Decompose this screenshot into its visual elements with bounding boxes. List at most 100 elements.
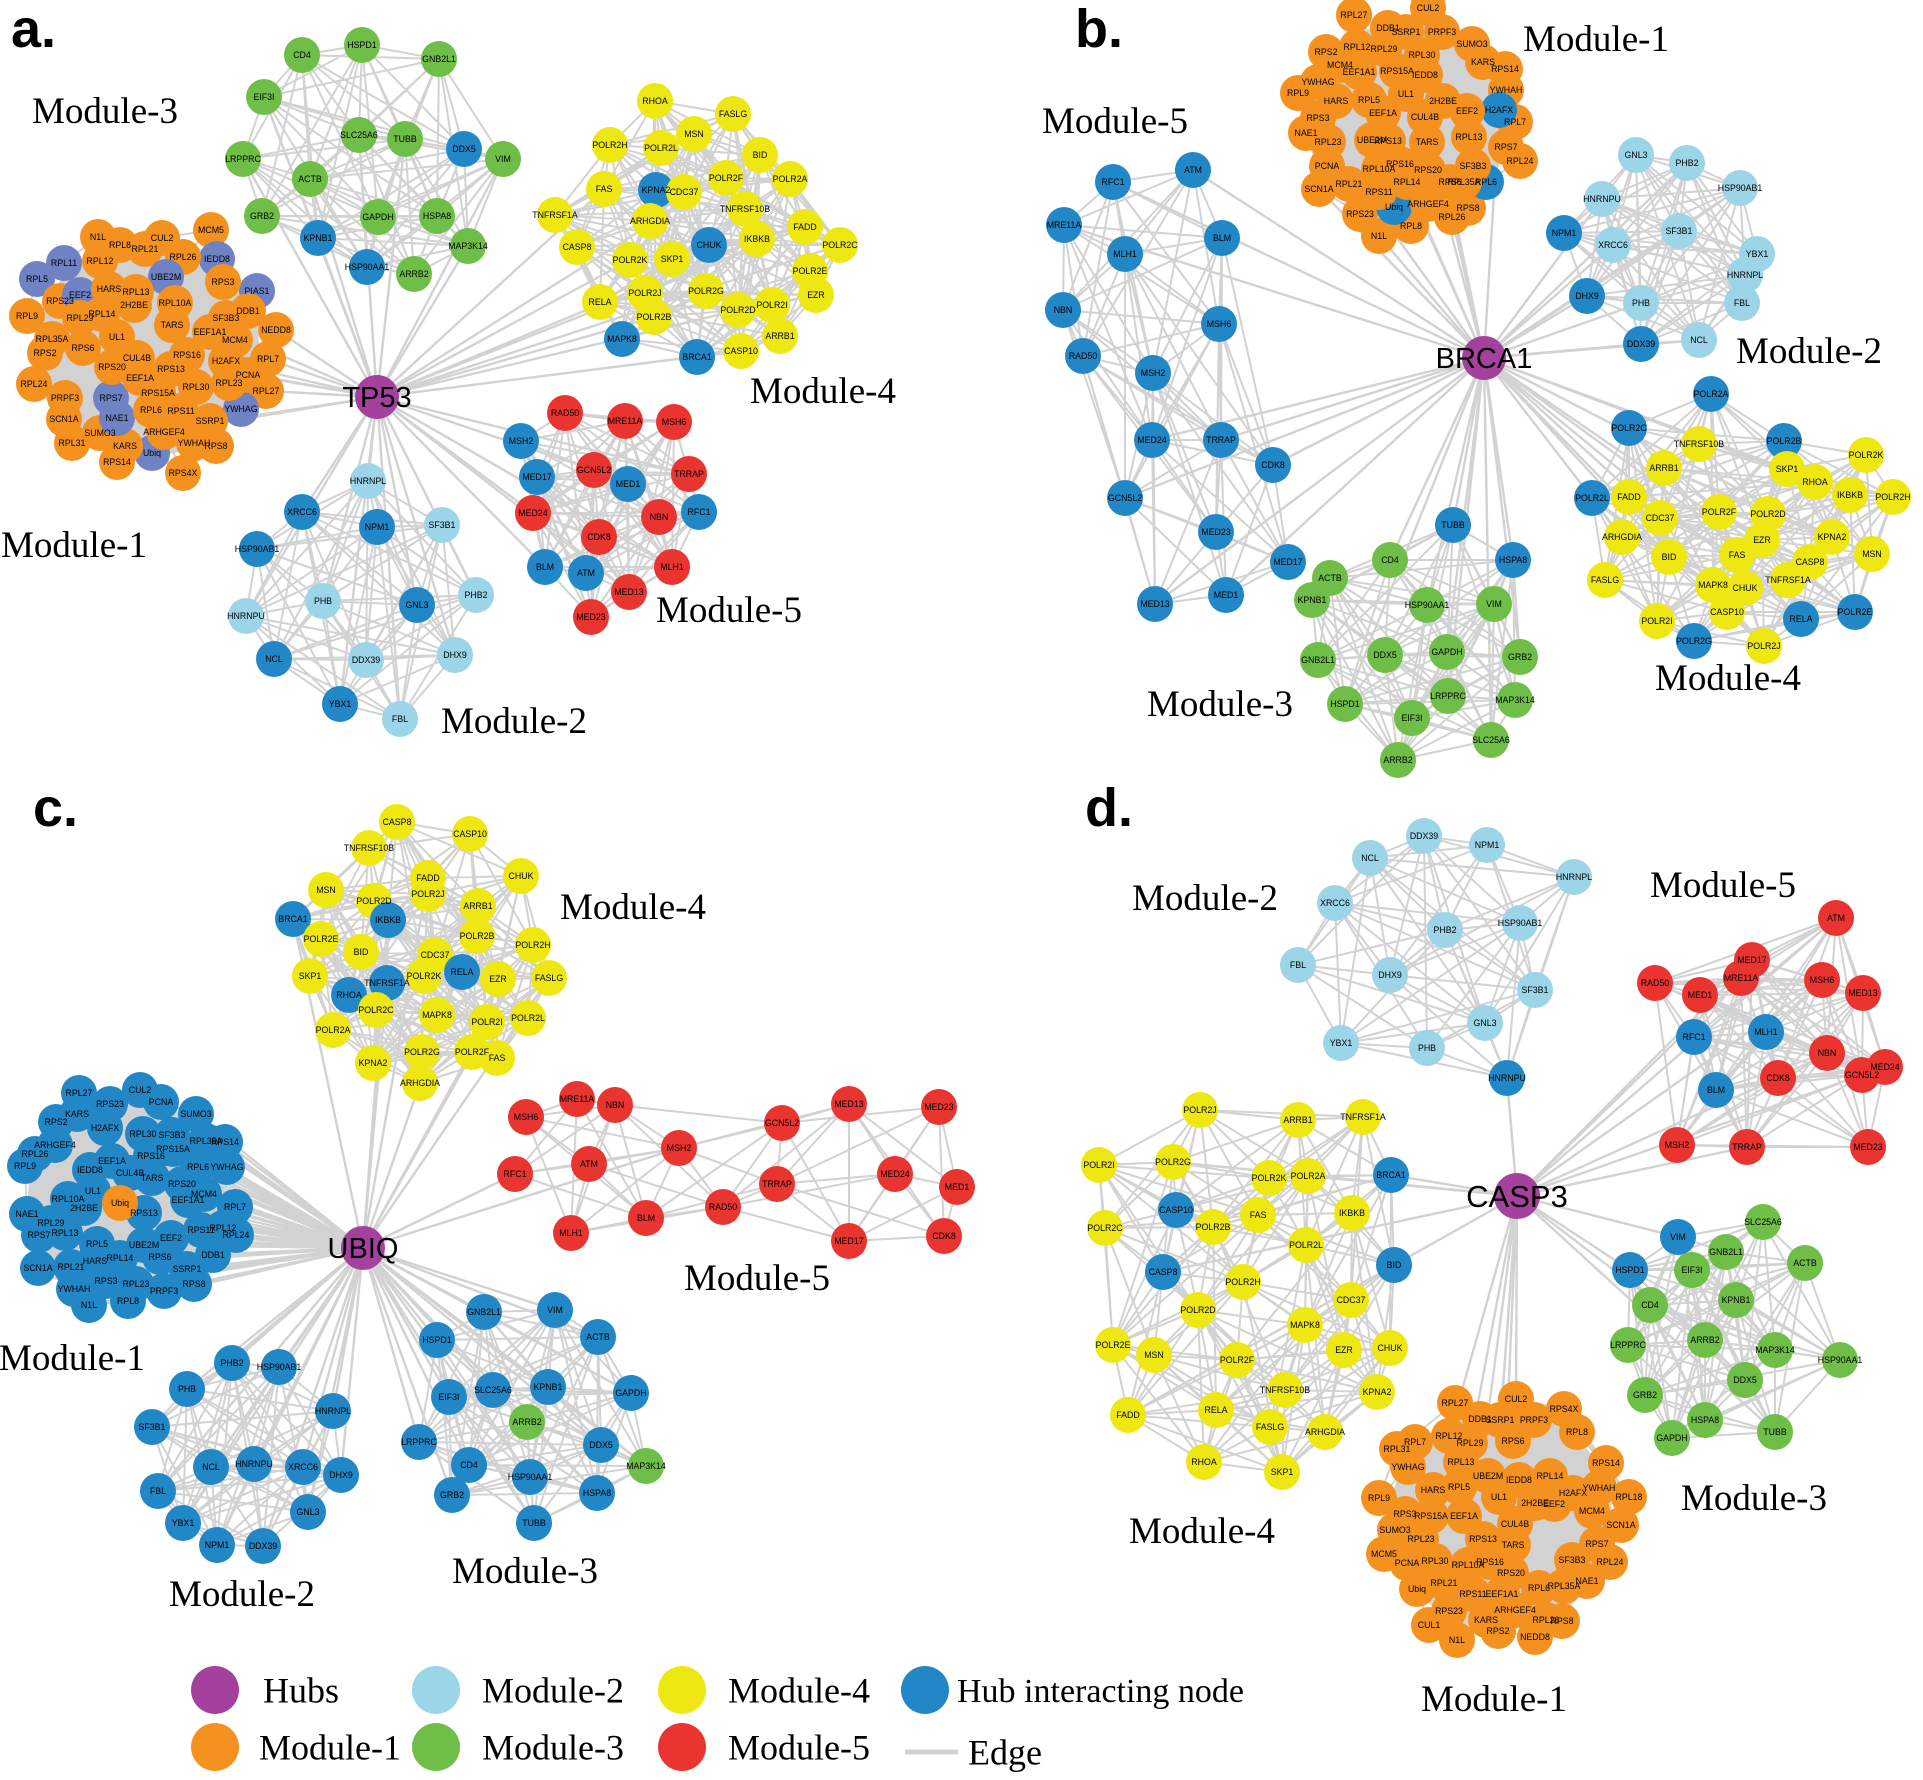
svg-text:RPL9: RPL9 xyxy=(1287,88,1309,98)
svg-text:RPS4X: RPS4X xyxy=(1550,1404,1579,1414)
svg-text:RPL24: RPL24 xyxy=(21,379,48,389)
svg-text:RPS11: RPS11 xyxy=(1459,1589,1486,1599)
svg-text:POLR2J: POLR2J xyxy=(1747,641,1780,651)
svg-text:HSPD1: HSPD1 xyxy=(422,1335,451,1345)
svg-text:RPL9: RPL9 xyxy=(1368,1493,1390,1503)
svg-text:SUMO3: SUMO3 xyxy=(180,1109,211,1119)
svg-text:RPS23: RPS23 xyxy=(96,1099,124,1109)
svg-text:NBN: NBN xyxy=(650,512,669,522)
svg-text:RAD50: RAD50 xyxy=(551,408,579,418)
svg-text:NPM1: NPM1 xyxy=(205,1540,230,1550)
svg-text:c.: c. xyxy=(33,778,78,838)
svg-text:POLR2E: POLR2E xyxy=(1838,607,1873,617)
svg-text:MSH6: MSH6 xyxy=(1207,319,1232,329)
svg-text:MAPK8: MAPK8 xyxy=(1290,1320,1320,1330)
svg-text:DDX5: DDX5 xyxy=(589,1440,613,1450)
svg-text:PHB2: PHB2 xyxy=(221,1358,244,1368)
svg-text:BID: BID xyxy=(354,947,369,957)
svg-text:MED23: MED23 xyxy=(1201,527,1230,537)
svg-text:PHB2: PHB2 xyxy=(465,590,488,600)
svg-text:RPL10A: RPL10A xyxy=(1452,1560,1485,1570)
svg-text:HNRNPL: HNRNPL xyxy=(350,476,386,486)
svg-text:EEF1A1: EEF1A1 xyxy=(172,1195,205,1205)
svg-text:SSRP1: SSRP1 xyxy=(173,1264,202,1274)
svg-text:DDB1: DDB1 xyxy=(1376,23,1400,33)
svg-text:Module-3: Module-3 xyxy=(452,1551,598,1592)
svg-text:Module-3: Module-3 xyxy=(1681,1478,1827,1519)
svg-text:GNL3: GNL3 xyxy=(406,600,429,610)
svg-text:RPL27: RPL27 xyxy=(66,1088,93,1098)
svg-text:CDK8: CDK8 xyxy=(587,532,611,542)
svg-text:FASLG: FASLG xyxy=(1591,575,1620,585)
svg-text:MRE11A: MRE11A xyxy=(560,1094,595,1104)
svg-text:CASP3: CASP3 xyxy=(1466,1179,1568,1214)
svg-text:RPS14: RPS14 xyxy=(1592,1458,1620,1468)
svg-text:CASP10: CASP10 xyxy=(1159,1205,1193,1215)
svg-text:NPM1: NPM1 xyxy=(1552,228,1577,238)
svg-text:Module-4: Module-4 xyxy=(560,887,706,928)
svg-text:RPL8: RPL8 xyxy=(109,240,131,250)
svg-text:HSP90AB1: HSP90AB1 xyxy=(1498,918,1543,928)
svg-text:ARHGDIA: ARHGDIA xyxy=(630,216,670,226)
svg-text:HSP90AB1: HSP90AB1 xyxy=(1718,183,1763,193)
svg-text:NAE1: NAE1 xyxy=(1576,1576,1599,1586)
svg-text:MSN: MSN xyxy=(316,885,336,895)
svg-text:RPL6: RPL6 xyxy=(140,405,162,415)
svg-text:RPL35A: RPL35A xyxy=(36,334,69,344)
svg-text:SSRP1: SSRP1 xyxy=(1392,27,1421,37)
svg-text:RPL26: RPL26 xyxy=(170,252,197,262)
svg-text:MSN: MSN xyxy=(1862,549,1882,559)
svg-text:EEF2: EEF2 xyxy=(1543,1499,1565,1509)
svg-text:MAP3K14: MAP3K14 xyxy=(626,1461,666,1471)
svg-text:YWHAG: YWHAG xyxy=(1301,77,1334,87)
svg-text:Module-1: Module-1 xyxy=(1,525,147,566)
svg-text:EIF3I: EIF3I xyxy=(1401,713,1422,723)
svg-text:DDB1: DDB1 xyxy=(1468,1414,1492,1424)
svg-text:SF3B3: SF3B3 xyxy=(159,1130,186,1140)
svg-text:PCNA: PCNA xyxy=(1395,1558,1420,1568)
svg-text:CHUK: CHUK xyxy=(509,871,534,881)
svg-text:KARS: KARS xyxy=(1471,57,1495,67)
svg-text:HNRNPU: HNRNPU xyxy=(1583,194,1621,204)
svg-text:SF3B3: SF3B3 xyxy=(213,313,240,323)
svg-text:MSN: MSN xyxy=(684,129,704,139)
svg-text:NCL: NCL xyxy=(265,654,283,664)
svg-text:DDX39: DDX39 xyxy=(1627,339,1655,349)
svg-text:MED24: MED24 xyxy=(518,508,547,518)
svg-text:DDX39: DDX39 xyxy=(249,1541,277,1551)
svg-text:a.: a. xyxy=(11,0,56,59)
svg-text:GNB2L1: GNB2L1 xyxy=(467,1307,501,1317)
svg-text:ARRB1: ARRB1 xyxy=(1649,463,1678,473)
svg-text:SSRP1: SSRP1 xyxy=(196,416,225,426)
svg-text:UL1: UL1 xyxy=(109,332,125,342)
svg-text:IKBKB: IKBKB xyxy=(744,234,770,244)
svg-text:XRCC6: XRCC6 xyxy=(288,1462,318,1472)
svg-text:Module-5: Module-5 xyxy=(684,1258,830,1299)
svg-text:ATM: ATM xyxy=(1184,165,1202,175)
svg-text:Module-3: Module-3 xyxy=(1147,684,1293,725)
svg-text:YWHAG: YWHAG xyxy=(224,404,257,414)
svg-text:GRB2: GRB2 xyxy=(1633,1390,1657,1400)
svg-text:BRCA1: BRCA1 xyxy=(1436,343,1533,375)
svg-text:MED13: MED13 xyxy=(614,587,643,597)
svg-text:PRPF3: PRPF3 xyxy=(51,393,79,403)
svg-text:TRRAP: TRRAP xyxy=(1732,1142,1762,1152)
svg-text:IEDD8: IEDD8 xyxy=(1506,1475,1532,1485)
svg-text:GNB2L1: GNB2L1 xyxy=(1709,1247,1743,1257)
svg-text:HNRNPU: HNRNPU xyxy=(1488,1073,1526,1083)
svg-text:HSP90AA1: HSP90AA1 xyxy=(1405,600,1450,610)
svg-text:CD4: CD4 xyxy=(293,50,311,60)
svg-text:YBX1: YBX1 xyxy=(1746,249,1769,259)
svg-text:ARRB1: ARRB1 xyxy=(765,331,794,341)
svg-text:SF3B1: SF3B1 xyxy=(1522,985,1549,995)
svg-text:RPL24: RPL24 xyxy=(1597,1557,1624,1567)
svg-text:Module-3: Module-3 xyxy=(482,1728,624,1768)
svg-text:PCNA: PCNA xyxy=(149,1097,174,1107)
svg-text:GRB2: GRB2 xyxy=(1508,652,1532,662)
svg-text:CD4: CD4 xyxy=(1641,1300,1659,1310)
svg-text:ATM: ATM xyxy=(1827,913,1845,923)
svg-text:CHUK: CHUK xyxy=(1733,583,1758,593)
svg-text:BRCA1: BRCA1 xyxy=(278,914,307,924)
svg-text:RPL13: RPL13 xyxy=(1448,1457,1475,1467)
svg-text:SUMO3: SUMO3 xyxy=(1379,1525,1410,1535)
